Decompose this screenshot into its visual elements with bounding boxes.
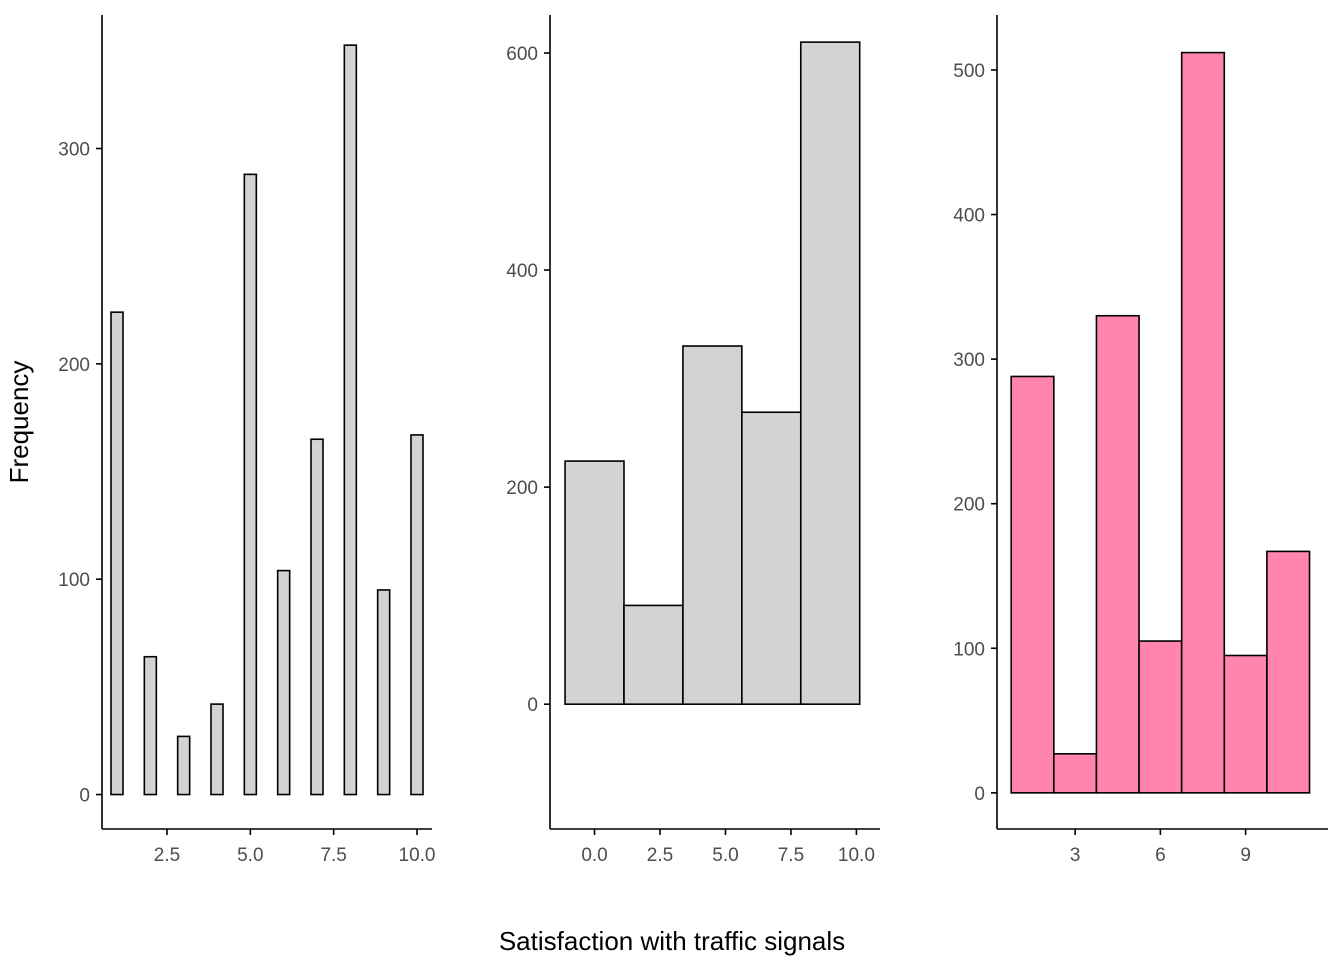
- bar: [210, 703, 224, 796]
- bar: [623, 604, 684, 705]
- bar: [1095, 314, 1140, 794]
- x-tick-label: 3: [1070, 845, 1081, 866]
- x-tick-label: 0.0: [581, 845, 607, 866]
- y-tick-label: 200: [506, 478, 538, 499]
- y-tick-label: 100: [58, 570, 90, 591]
- bar: [110, 311, 124, 796]
- y-tick-label: 100: [953, 639, 985, 660]
- x-tick-label: 5.0: [237, 845, 263, 866]
- bar: [1053, 753, 1098, 794]
- bar: [1223, 654, 1268, 794]
- bar: [410, 434, 424, 796]
- y-axis-title: Frequency: [4, 361, 34, 484]
- bar: [1138, 640, 1183, 794]
- x-tick-label: 7.5: [778, 845, 804, 866]
- bar: [682, 345, 743, 705]
- bar: [276, 569, 291, 796]
- x-tick-label: 5.0: [712, 845, 738, 866]
- y-tick-label: 300: [953, 350, 985, 371]
- x-tick-label: 2.5: [154, 845, 180, 866]
- x-tick-label: 6: [1155, 845, 1166, 866]
- bar: [741, 411, 802, 705]
- bar: [376, 589, 391, 796]
- y-tick-label: 400: [506, 261, 538, 282]
- y-tick-label: 600: [506, 44, 538, 65]
- bar: [310, 438, 324, 796]
- bar: [1180, 51, 1226, 794]
- x-tick-label: 10.0: [838, 845, 875, 866]
- x-tick-label: 10.0: [399, 845, 436, 866]
- y-tick-label: 500: [953, 61, 985, 82]
- x-axis-title: Satisfaction with traffic signals: [499, 926, 845, 956]
- bar: [176, 735, 191, 796]
- x-tick-label: 2.5: [647, 845, 673, 866]
- bar: [1266, 550, 1311, 794]
- y-tick-label: 300: [58, 140, 90, 161]
- y-tick-label: 200: [58, 355, 90, 376]
- y-tick-label: 0: [974, 784, 985, 805]
- y-tick-label: 0: [79, 786, 90, 807]
- y-tick-label: 0: [527, 695, 538, 716]
- bar: [799, 41, 861, 705]
- chart-panels: 0 100 200 300 2.5 5.0 7.5 10.0 0 200 400 600 0.0 2.5 5…: [58, 15, 1328, 866]
- bar: [1010, 375, 1055, 794]
- histogram-panel-2: 0 200 400 600 0.0 2.5 5.0 7.5 10.0: [506, 15, 880, 866]
- y-tick-label: 400: [953, 206, 985, 227]
- histogram-panel-3: 0 100 200 300 400 500 3 6 9: [953, 15, 1328, 866]
- histogram-panel-1: 0 100 200 300 2.5 5.0 7.5 10.0: [58, 15, 435, 866]
- x-tick-label: 9: [1240, 845, 1251, 866]
- bar: [343, 44, 358, 796]
- y-tick-label: 200: [953, 495, 985, 516]
- bar: [143, 655, 158, 796]
- bar: [243, 173, 258, 796]
- x-tick-label: 7.5: [320, 845, 346, 866]
- bar: [564, 460, 625, 705]
